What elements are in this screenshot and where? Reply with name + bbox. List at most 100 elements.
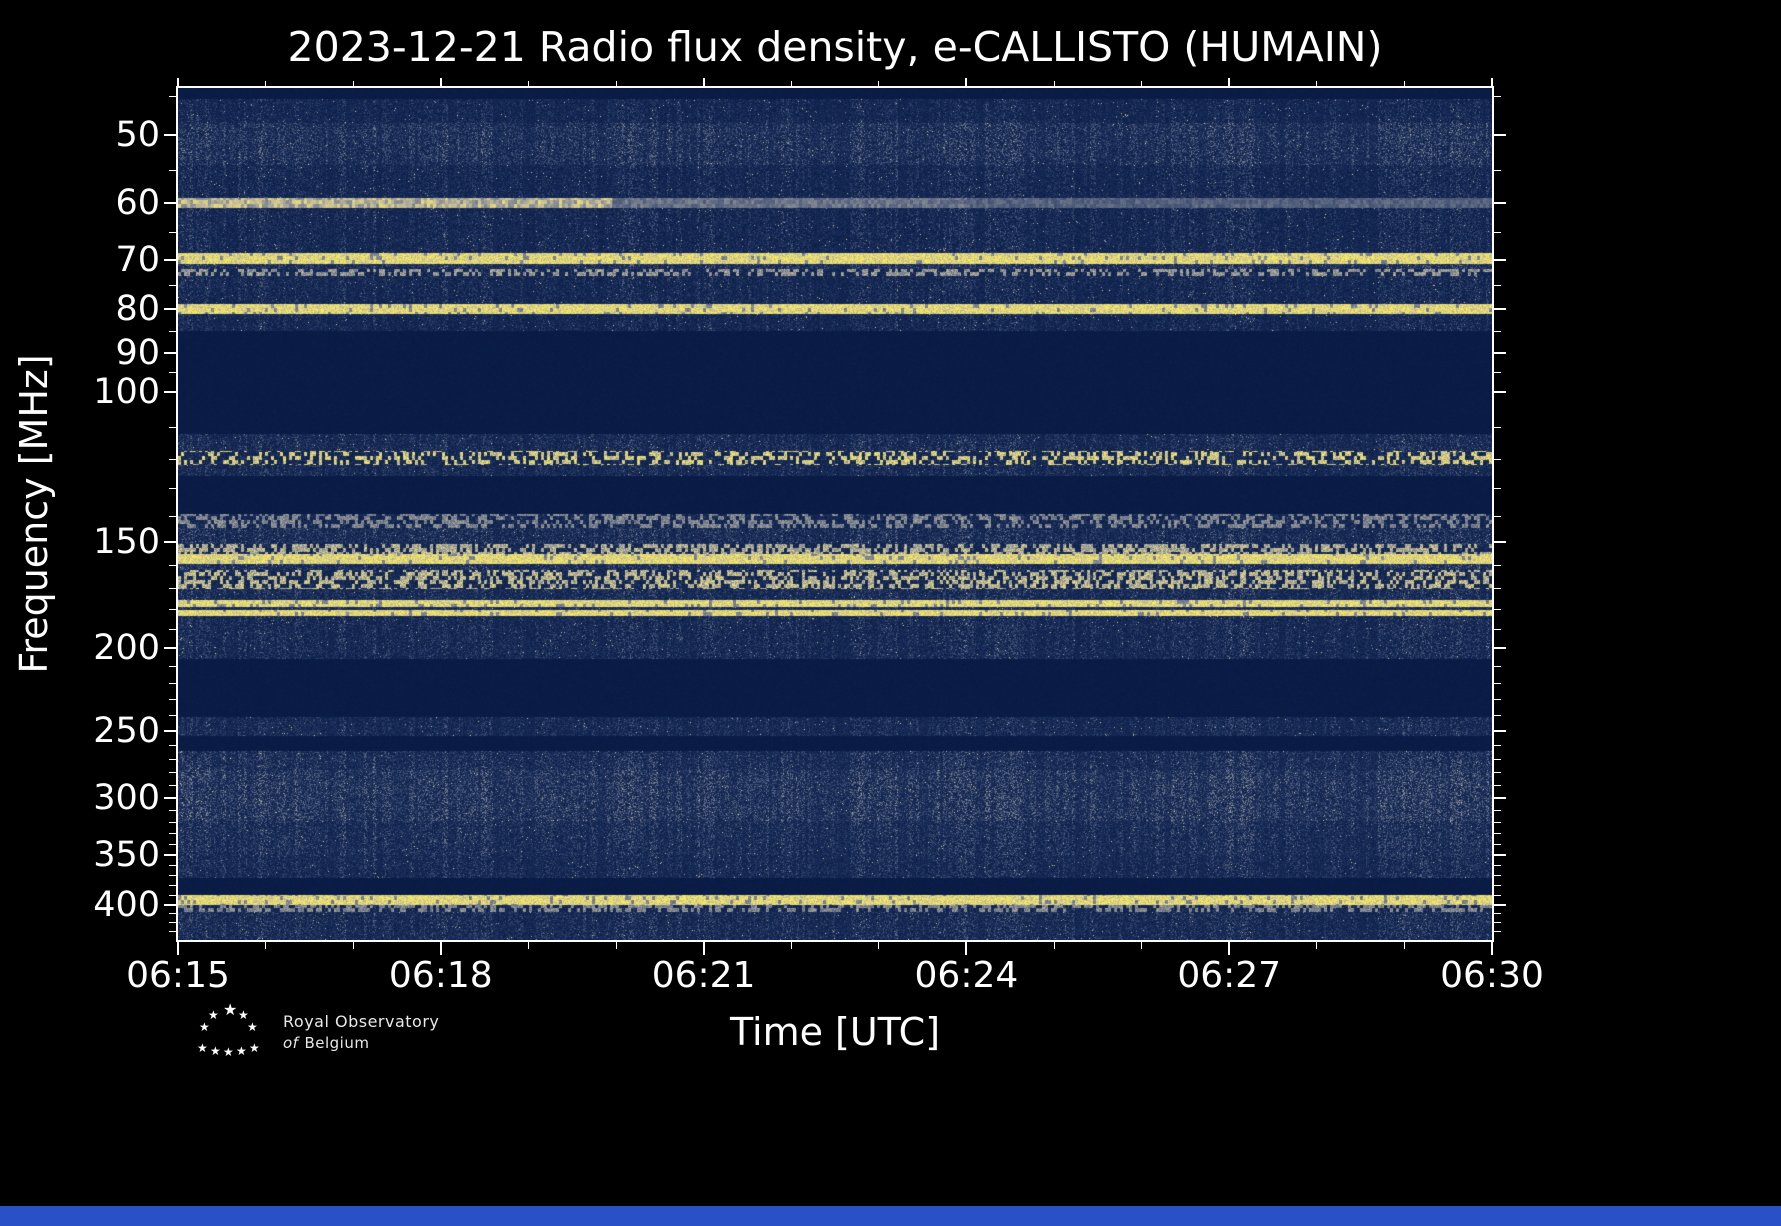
axis-tick bbox=[169, 809, 176, 811]
axis-tick bbox=[164, 903, 176, 906]
star-icon: ★ bbox=[249, 1041, 260, 1055]
axis-tick bbox=[169, 587, 176, 589]
x-tick-label: 06:24 bbox=[914, 955, 1019, 996]
axis-tick bbox=[169, 683, 176, 685]
star-icon: ★ bbox=[236, 1044, 247, 1058]
axis-tick bbox=[1494, 540, 1506, 543]
axis-tick bbox=[177, 942, 179, 955]
axis-tick bbox=[265, 942, 267, 949]
axis-tick bbox=[1491, 942, 1493, 955]
axis-tick bbox=[1494, 809, 1501, 811]
star-icon: ★ bbox=[199, 1020, 210, 1034]
axis-tick bbox=[1494, 844, 1501, 846]
rob-logo-stars: ★ ★ ★ ★ ★ ★ ★ ★ ★ ★ bbox=[185, 998, 265, 1062]
axis-tick bbox=[1494, 854, 1506, 857]
axis-tick bbox=[1494, 865, 1501, 867]
axis-tick bbox=[1494, 231, 1501, 233]
star-icon: ★ bbox=[223, 1045, 234, 1059]
axis-tick bbox=[1494, 134, 1506, 137]
axis-tick bbox=[439, 942, 442, 955]
axis-tick bbox=[1494, 608, 1501, 610]
axis-tick bbox=[169, 833, 176, 835]
axis-tick bbox=[1494, 170, 1501, 172]
axis-tick bbox=[169, 772, 176, 774]
axis-tick bbox=[169, 426, 176, 428]
axis-tick bbox=[790, 81, 792, 86]
axis-tick bbox=[169, 913, 176, 915]
axis-tick bbox=[1316, 942, 1318, 949]
axis-tick bbox=[1403, 942, 1405, 949]
axis-tick bbox=[1494, 913, 1501, 915]
axis-tick bbox=[1494, 758, 1501, 760]
axis-tick bbox=[1494, 628, 1501, 630]
axis-tick bbox=[352, 81, 354, 86]
axis-tick bbox=[169, 699, 176, 701]
axis-tick bbox=[1494, 665, 1501, 667]
axis-tick bbox=[169, 865, 176, 867]
rob-credit-belgium: Belgium bbox=[304, 1034, 370, 1052]
axis-tick bbox=[878, 81, 880, 86]
axis-tick bbox=[1494, 797, 1506, 800]
x-tick-label: 06:30 bbox=[1440, 955, 1544, 996]
axis-tick bbox=[1494, 308, 1506, 311]
x-tick-label: 06:15 bbox=[126, 955, 230, 996]
axis-tick bbox=[790, 942, 792, 949]
x-tick-label: 06:21 bbox=[651, 955, 756, 996]
axis-tick bbox=[1316, 81, 1318, 86]
axis-tick bbox=[1494, 426, 1501, 428]
axis-tick bbox=[1494, 699, 1501, 701]
y-tick-label: 60 bbox=[115, 182, 160, 223]
axis-tick bbox=[702, 78, 705, 86]
axis-tick bbox=[1494, 772, 1501, 774]
x-axis-label: Time [UTC] bbox=[729, 1010, 941, 1054]
axis-tick bbox=[169, 458, 176, 460]
axis-tick bbox=[965, 78, 968, 86]
axis-tick bbox=[1494, 715, 1501, 717]
rob-credit-line1: Royal Observatory bbox=[283, 1012, 440, 1031]
axis-tick bbox=[164, 201, 176, 204]
axis-tick bbox=[169, 628, 176, 630]
axis-tick bbox=[1491, 78, 1493, 86]
rob-credit: Royal Observatory of Belgium bbox=[283, 1012, 439, 1052]
axis-tick bbox=[169, 930, 176, 932]
axis-tick bbox=[1403, 81, 1405, 86]
axis-tick bbox=[352, 942, 354, 949]
y-tick-label: 80 bbox=[115, 289, 160, 330]
axis-tick bbox=[164, 308, 176, 311]
axis-tick bbox=[1494, 458, 1501, 460]
axis-tick bbox=[164, 647, 176, 650]
axis-tick bbox=[1494, 331, 1501, 333]
y-tick-label: 200 bbox=[93, 628, 160, 669]
axis-tick bbox=[1494, 372, 1501, 374]
axis-tick bbox=[527, 81, 529, 86]
axis-tick bbox=[615, 942, 617, 949]
axis-tick bbox=[169, 284, 176, 286]
star-icon: ★ bbox=[208, 1008, 219, 1022]
axis-tick bbox=[169, 821, 176, 823]
axis-tick bbox=[169, 715, 176, 717]
axis-tick bbox=[965, 942, 968, 955]
axis-tick bbox=[1494, 351, 1506, 354]
axis-tick bbox=[169, 488, 176, 490]
star-icon: ★ bbox=[223, 1000, 238, 1019]
axis-tick bbox=[169, 785, 176, 787]
axis-tick bbox=[164, 729, 176, 732]
y-tick-label: 150 bbox=[93, 521, 160, 562]
axis-tick bbox=[878, 942, 880, 949]
axis-tick bbox=[164, 258, 176, 261]
y-tick-label: 70 bbox=[115, 239, 160, 280]
axis-tick bbox=[1494, 833, 1501, 835]
axis-tick bbox=[169, 372, 176, 374]
y-tick-label: 350 bbox=[93, 835, 160, 876]
rob-logo: ★ ★ ★ ★ ★ ★ ★ ★ ★ ★ Royal Observatory of Belgium bbox=[185, 998, 605, 1070]
y-tick-label: 400 bbox=[93, 884, 160, 925]
x-tick-label: 06:27 bbox=[1177, 955, 1282, 996]
axis-tick bbox=[527, 942, 529, 949]
axis-tick bbox=[169, 515, 176, 517]
axis-tick bbox=[1141, 81, 1143, 86]
axis-tick bbox=[1494, 744, 1501, 746]
axis-tick bbox=[169, 95, 176, 97]
axis-tick bbox=[1494, 647, 1506, 650]
chart-title: 2023-12-21 Radio flux density, e-CALLIST… bbox=[287, 23, 1383, 71]
axis-tick bbox=[169, 565, 176, 567]
